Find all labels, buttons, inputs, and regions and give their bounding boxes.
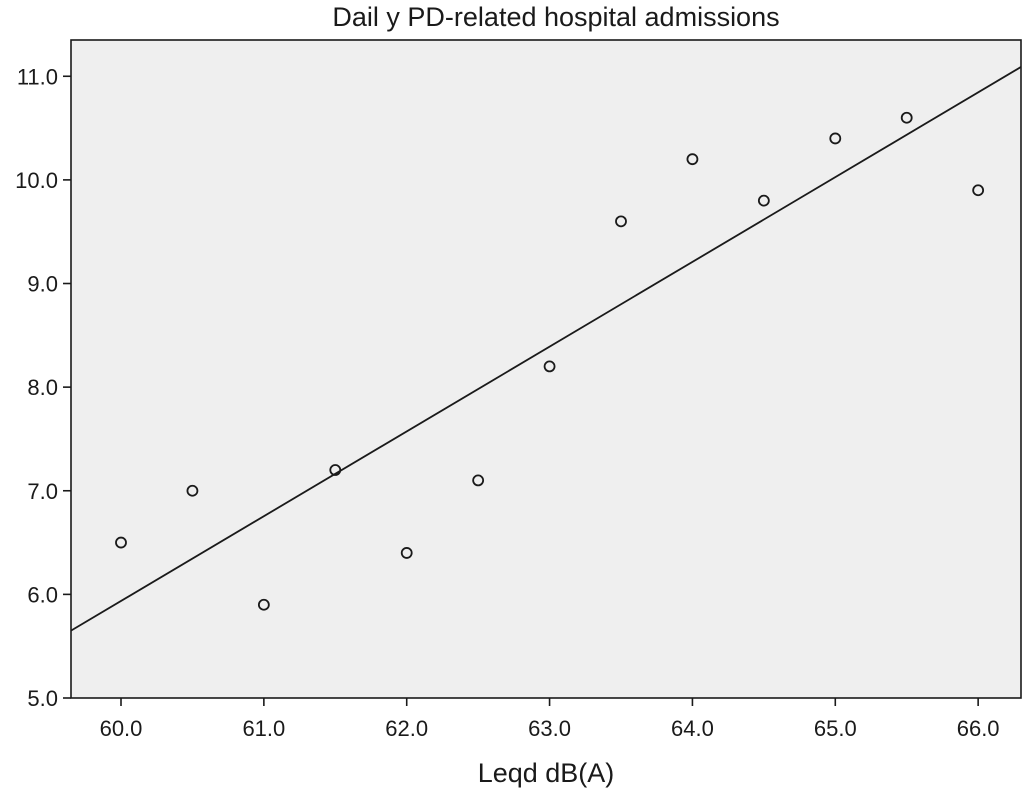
x-tick-label: 63.0	[528, 716, 571, 741]
x-tick-label: 62.0	[385, 716, 428, 741]
data-point	[615, 215, 627, 228]
y-tick-label: 7.0	[27, 479, 58, 504]
x-axis: 60.0 61.0 62.0 63.0 64.0 65.0 66.0	[100, 698, 1000, 741]
regression-line	[71, 66, 1021, 632]
y-tick-label: 10.0	[15, 168, 58, 193]
x-tick-label: 64.0	[671, 716, 714, 741]
data-point	[329, 464, 342, 476]
y-axis: 5.0 6.0 7.0 8.0 9.0 10.0 11.0	[15, 64, 71, 711]
x-tick-label: 60.0	[100, 716, 143, 741]
x-tick-label: 65.0	[814, 716, 857, 741]
data-point	[829, 132, 842, 145]
x-tick-label: 61.0	[242, 716, 285, 741]
y-tick-label: 9.0	[27, 272, 58, 297]
y-tick-label: 8.0	[27, 375, 58, 400]
x-tick-label: 66.0	[957, 716, 1000, 741]
data-point	[257, 598, 270, 611]
data-point	[115, 536, 127, 549]
data-point	[543, 360, 556, 373]
data-point	[972, 184, 985, 197]
data-point	[472, 474, 485, 487]
regression-line-group	[71, 66, 1021, 632]
data-point	[186, 484, 199, 497]
chart-title: Dail y PD-related hospital admissions	[332, 2, 779, 32]
data-point	[400, 547, 413, 559]
data-point	[900, 111, 913, 124]
data-point	[757, 194, 770, 207]
x-axis-title: Leqd dB(A)	[478, 758, 615, 788]
y-tick-label: 6.0	[27, 582, 58, 607]
data-points	[115, 111, 985, 611]
y-tick-label: 11.0	[17, 64, 58, 89]
data-point	[686, 153, 699, 166]
y-tick-label: 5.0	[27, 686, 58, 711]
